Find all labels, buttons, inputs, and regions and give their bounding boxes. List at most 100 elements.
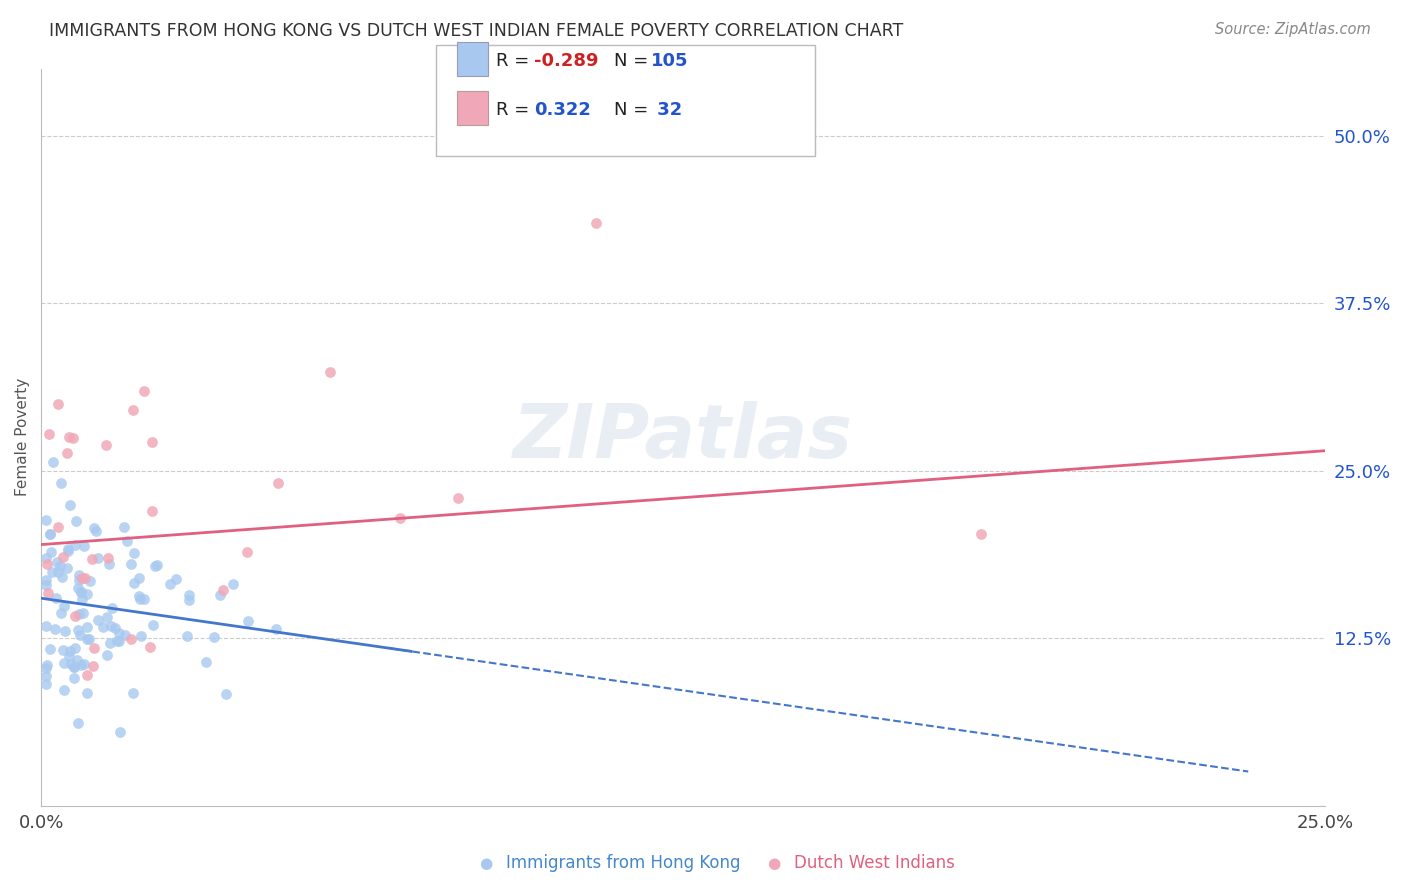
Point [83,640,105,655]
Y-axis label: Female Poverty: Female Poverty [15,378,30,497]
Point [63,660,86,674]
Point [67,582,90,596]
Text: 0.322: 0.322 [534,101,591,119]
Point [97,551,120,566]
Point [236,614,259,628]
Point [215,687,238,701]
Point [79,574,101,588]
Text: R =: R = [496,101,541,119]
Point [70,584,93,599]
Point [235,545,257,559]
Point [75,570,97,584]
Point [59,657,82,672]
Point [69,658,91,673]
Point [91,620,114,634]
Point [35,677,58,691]
Point [122,403,145,417]
Point [39,642,62,657]
Point [222,577,245,591]
Text: -0.289: -0.289 [534,52,599,70]
Point [62,431,84,445]
Point [67,573,90,587]
Point [56,544,79,558]
Point [110,724,132,739]
Point [67,607,90,621]
Point [73,539,96,553]
Point [46,519,69,533]
Point [73,657,96,672]
Point [39,545,62,559]
Point [82,658,104,673]
Point [159,577,181,591]
Point [83,521,105,535]
Point [76,668,98,682]
Point [128,571,150,585]
Point [98,557,121,571]
Text: N =: N = [614,52,654,70]
Point [120,632,142,646]
Point [58,649,80,664]
Point [96,610,118,624]
Point [53,624,76,639]
Point [45,591,67,606]
Point [76,586,98,600]
Point [969,526,991,541]
Point [165,572,187,586]
Text: ●: ● [768,856,780,871]
Point [141,504,163,518]
Point [56,560,79,574]
Point [114,628,136,642]
Point [195,655,218,669]
Point [46,565,69,579]
Text: Source: ZipAtlas.com: Source: ZipAtlas.com [1215,22,1371,37]
Point [585,216,607,230]
Point [101,601,124,615]
Point [35,578,58,592]
Point [177,588,200,602]
Point [38,526,60,541]
Point [82,552,104,566]
Point [69,628,91,642]
Point [94,438,117,452]
Point [76,632,98,646]
Point [142,618,165,632]
Text: Dutch West Indians: Dutch West Indians [794,855,955,872]
Point [112,520,135,534]
Point [52,550,75,565]
Point [63,538,86,552]
Point [138,640,160,654]
Point [66,653,89,667]
Point [39,526,62,541]
Text: 32: 32 [651,101,682,119]
Point [58,430,80,444]
Point [129,592,152,607]
Point [35,513,58,527]
Point [35,658,58,673]
Point [86,524,108,539]
Point [59,498,82,512]
Point [42,455,65,469]
Point [212,582,235,597]
Point [58,541,80,556]
Point [66,715,89,730]
Point [108,633,131,648]
Point [63,671,86,685]
Point [141,434,163,449]
Point [134,592,156,607]
Point [67,623,90,637]
Point [132,384,155,399]
Point [70,584,93,599]
Point [35,619,58,633]
Point [122,686,145,700]
Point [63,608,86,623]
Point [67,568,90,582]
Point [38,426,60,441]
Point [52,642,75,657]
Text: ●: ● [479,856,492,871]
Point [266,622,288,636]
Point [35,558,58,572]
Point [46,396,69,410]
Point [49,606,72,620]
Point [179,593,201,607]
Point [44,622,66,636]
